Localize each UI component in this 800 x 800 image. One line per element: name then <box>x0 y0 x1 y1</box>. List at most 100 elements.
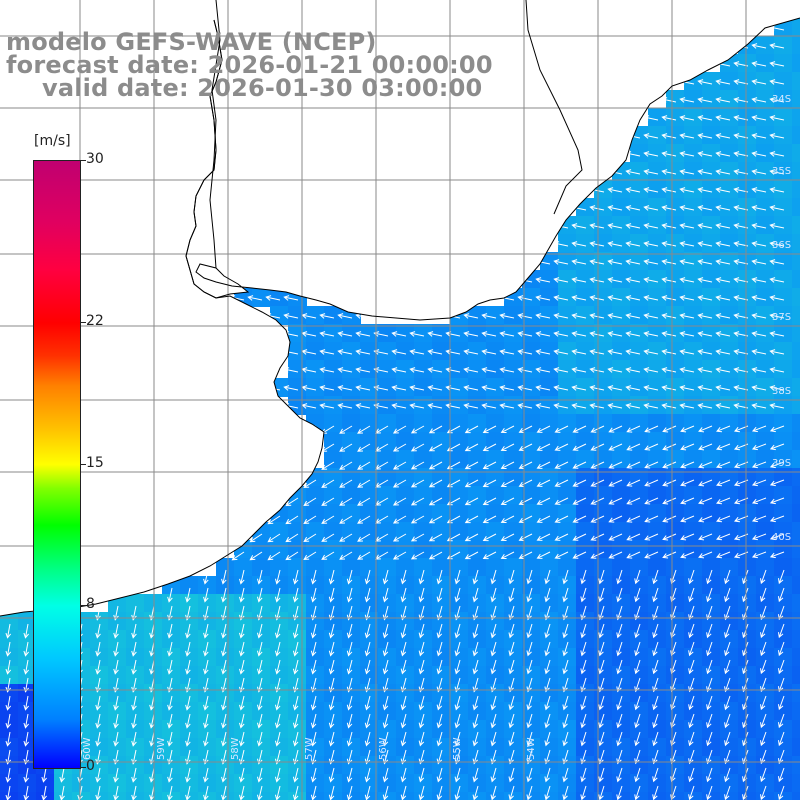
field-cell <box>792 198 800 217</box>
field-cell <box>792 270 800 289</box>
field-cell <box>648 612 667 631</box>
wind-arrow <box>410 497 425 506</box>
field-cell <box>198 576 217 595</box>
wind-arrow <box>679 205 695 211</box>
wind-arrow <box>769 223 785 229</box>
field-cell <box>738 90 757 109</box>
field-cell <box>684 324 703 343</box>
field-cell <box>756 792 775 800</box>
field-cell <box>558 702 577 721</box>
wind-arrow <box>310 659 317 675</box>
colorbar-tick <box>80 160 86 161</box>
field-cell <box>522 558 541 577</box>
wind-arrow <box>319 349 335 355</box>
wind-arrow <box>777 677 785 693</box>
field-cell <box>18 630 37 649</box>
field-cell <box>252 576 271 595</box>
wind-arrow <box>616 785 623 800</box>
wind-arrow <box>321 533 335 542</box>
wind-arrow <box>652 695 659 711</box>
field-cell <box>612 306 631 325</box>
wind-arrow <box>113 677 119 693</box>
wind-arrow <box>328 713 335 729</box>
field-cell <box>360 630 379 649</box>
field-cell <box>738 162 757 181</box>
wind-arrow <box>652 605 659 621</box>
field-cell <box>126 612 145 631</box>
wind-arrow <box>463 403 479 409</box>
field-cell <box>684 180 703 199</box>
wind-arrow <box>23 623 30 639</box>
field-cell <box>720 774 739 793</box>
wind-arrow <box>751 151 767 157</box>
wind-arrow <box>580 587 587 603</box>
wind-arrow <box>643 385 659 391</box>
field-cell <box>738 594 757 613</box>
field-cell <box>594 396 613 415</box>
field-cell <box>486 666 505 685</box>
wind-arrow <box>131 749 137 765</box>
wind-arrow <box>5 731 12 747</box>
field-cell <box>504 324 523 343</box>
wind-arrow <box>715 277 731 283</box>
field-cell <box>324 648 343 667</box>
field-cell <box>90 612 109 631</box>
field-cell <box>270 576 289 595</box>
wind-arrow <box>337 367 353 373</box>
field-cell <box>414 630 433 649</box>
field-cell <box>648 180 667 199</box>
field-cell <box>414 324 433 343</box>
wind-arrow <box>409 331 425 337</box>
wind-arrow <box>697 385 713 391</box>
field-cell <box>738 72 757 91</box>
field-cell <box>90 666 109 685</box>
wind-arrow <box>716 443 731 451</box>
field-cell <box>666 162 685 181</box>
forecast-date: forecast date: 2026-01-21 00:00:00 <box>6 51 493 79</box>
wind-arrow <box>643 367 659 373</box>
field-cell <box>468 720 487 739</box>
wind-arrow <box>285 515 299 525</box>
wind-arrow <box>418 605 425 621</box>
field-cell <box>774 324 793 343</box>
wind-arrow <box>203 749 209 765</box>
field-cell <box>108 666 127 685</box>
field-cell <box>504 396 523 415</box>
field-cell <box>594 774 613 793</box>
field-cell <box>216 594 235 613</box>
field-cell <box>792 324 800 343</box>
wind-arrow <box>679 295 695 301</box>
field-cell <box>234 648 253 667</box>
wind-arrow <box>310 623 317 639</box>
field-cell <box>774 630 793 649</box>
field-cell <box>576 360 595 379</box>
wind-arrow <box>445 403 461 409</box>
wind-arrow <box>265 367 281 373</box>
field-cell <box>360 468 379 487</box>
wind-arrow <box>391 403 407 409</box>
field-cell <box>630 342 649 361</box>
wind-arrow <box>697 205 713 211</box>
wind-arrow <box>95 659 101 675</box>
wind-arrow <box>346 587 353 603</box>
field-cell <box>630 720 649 739</box>
field-cell <box>540 540 559 559</box>
field-cell <box>450 612 469 631</box>
wind-arrow <box>536 551 551 559</box>
field-cell <box>774 504 793 523</box>
wind-arrow <box>454 677 461 693</box>
field-cell <box>378 540 397 559</box>
wind-arrow <box>716 425 731 433</box>
wind-arrow <box>436 569 443 585</box>
wind-arrow <box>760 767 767 783</box>
wind-arrow <box>337 313 353 319</box>
field-cell <box>630 576 649 595</box>
field-cell <box>612 234 631 253</box>
wind-arrow <box>751 277 767 283</box>
field-cell <box>684 738 703 757</box>
field-cell <box>522 288 541 307</box>
wind-arrow <box>535 403 551 409</box>
field-cell <box>558 360 577 379</box>
field-cell <box>252 558 271 577</box>
field-cell <box>432 450 451 469</box>
